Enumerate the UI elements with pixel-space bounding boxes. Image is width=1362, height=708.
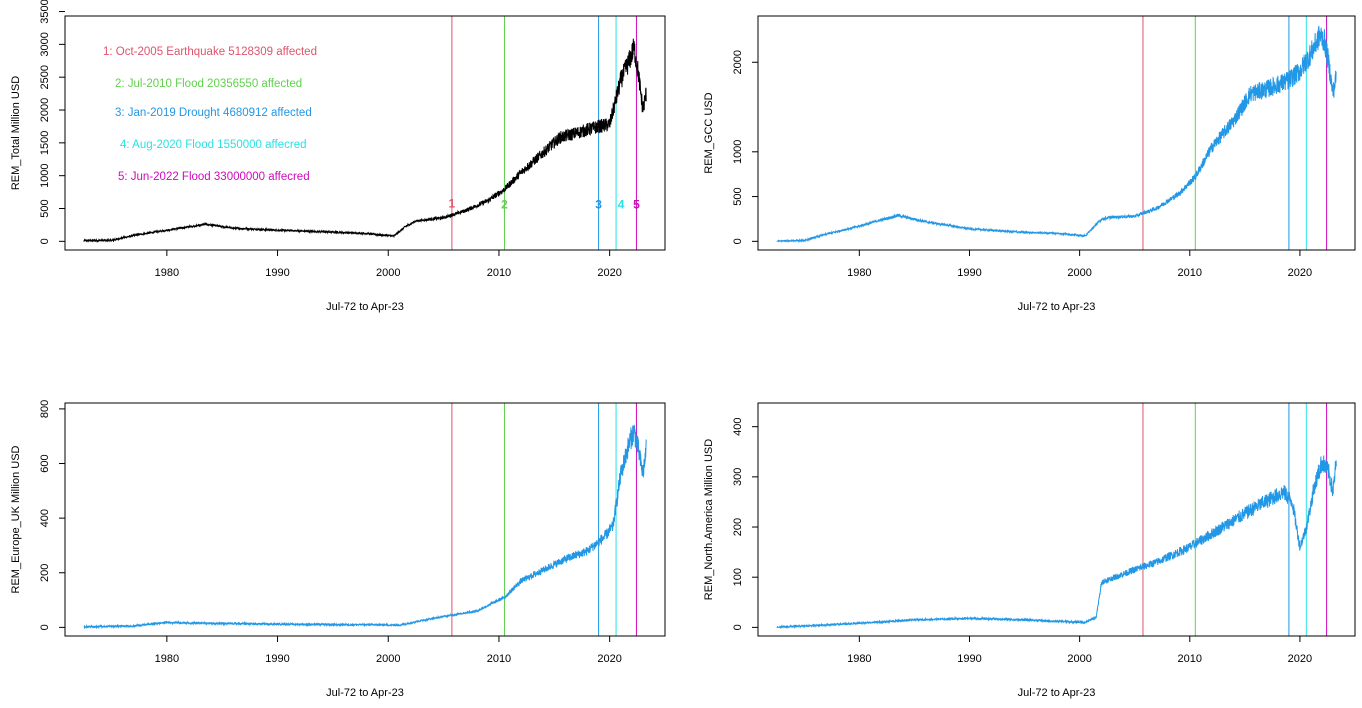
y-tick-label: 200	[39, 564, 51, 582]
event-marker-4: 4	[618, 198, 625, 212]
y-tick-label: 500	[732, 187, 744, 205]
series-line	[83, 424, 647, 630]
y-tick-label: 2000	[732, 50, 744, 74]
series-line	[83, 38, 647, 243]
y-tick-label: 2500	[39, 65, 51, 89]
y-tick-label: 800	[39, 400, 51, 418]
y-tick-label: 0	[39, 624, 51, 630]
legend-entry-2: 2: Jul-2010 Flood 20356550 affected	[115, 78, 302, 90]
legend-entry-1: 1: Oct-2005 Earthquake 5128309 affected	[103, 46, 317, 58]
x-tick-label: 2010	[1178, 267, 1202, 279]
x-tick-label: 2020	[597, 653, 621, 665]
x-tick-label: 2020	[1288, 653, 1312, 665]
x-tick-label: 2000	[376, 267, 400, 279]
x-axis-label: Jul-72 to Apr-23	[326, 301, 404, 313]
y-axis-label: REM_Total Million USD	[10, 76, 22, 190]
x-tick-label: 2010	[487, 653, 511, 665]
x-tick-label: 1980	[155, 653, 179, 665]
plot-frame	[64, 402, 666, 637]
x-tick-label: 2000	[1067, 653, 1091, 665]
x-tick-label: 1980	[155, 267, 179, 279]
y-tick-label: 500	[39, 199, 51, 217]
y-tick-label: 100	[732, 568, 744, 586]
legend-entry-3: 3: Jan-2019 Drought 4680912 affected	[115, 107, 312, 119]
series-line	[776, 455, 1337, 630]
y-tick-label: 300	[732, 468, 744, 486]
y-axis-label: REM_GCC USD	[703, 92, 715, 173]
series-line	[776, 25, 1337, 244]
x-tick-label: 2010	[487, 267, 511, 279]
x-tick-label: 2020	[1288, 267, 1312, 279]
x-tick-label: 2000	[1067, 267, 1091, 279]
x-tick-label: 1990	[265, 653, 289, 665]
y-tick-label: 3000	[39, 32, 51, 56]
event-marker-5: 5	[633, 198, 640, 212]
x-tick-label: 1980	[847, 267, 871, 279]
y-tick-label: 3500	[39, 0, 51, 24]
x-axis-label: Jul-72 to Apr-23	[1018, 301, 1096, 313]
y-tick-label: 400	[732, 418, 744, 436]
y-axis-label: REM_North.America Million USD	[703, 439, 715, 600]
y-tick-label: 0	[732, 238, 744, 244]
x-axis-label: Jul-72 to Apr-23	[1018, 687, 1096, 699]
x-tick-label: 2010	[1178, 653, 1202, 665]
legend-entry-5: 5: Jun-2022 Flood 33000000 affecred	[118, 171, 310, 183]
y-tick-label: 1500	[39, 131, 51, 155]
x-tick-label: 1990	[957, 267, 981, 279]
y-tick-label: 0	[39, 238, 51, 244]
chart-panel-3: 1980 1990 2000 2010 2020 0 200 400 600 800 Jul-72 …	[10, 400, 666, 699]
y-axis-label: REM_Europe_UK Million USD	[10, 445, 22, 593]
x-tick-label: 1990	[265, 267, 289, 279]
event-marker-1: 1	[449, 196, 456, 210]
y-tick-label: 2000	[39, 98, 51, 122]
y-tick-label: 1000	[39, 163, 51, 187]
x-axis-label: Jul-72 to Apr-23	[326, 687, 404, 699]
plot-frame	[757, 15, 1356, 251]
x-tick-label: 1990	[957, 653, 981, 665]
y-tick-label: 600	[39, 454, 51, 472]
plot-frame	[64, 15, 666, 251]
x-tick-label: 2020	[597, 267, 621, 279]
plot-frame	[757, 402, 1356, 637]
event-marker-2: 2	[501, 198, 508, 212]
chart-panel-2: 1980 1990 2000 2010 2020 0 500 1000 2000 Jul-72 t…	[703, 15, 1356, 313]
x-tick-label: 1980	[847, 653, 871, 665]
y-tick-label: 200	[732, 518, 744, 536]
event-marker-3: 3	[595, 198, 602, 212]
chart-panel-1: 1980 1990 2000 2010 2020 0 500 1000 1500 2000 2500…	[10, 0, 666, 313]
legend-entry-4: 4: Aug-2020 Flood 1550000 affecred	[120, 139, 307, 151]
y-tick-label: 400	[39, 509, 51, 527]
y-tick-label: 0	[732, 624, 744, 630]
y-tick-label: 1000	[732, 140, 744, 164]
x-tick-label: 2000	[376, 653, 400, 665]
chart-panel-4: 1980 1990 2000 2010 2020 0 100 200 300 400 Jul-72 …	[703, 402, 1356, 699]
